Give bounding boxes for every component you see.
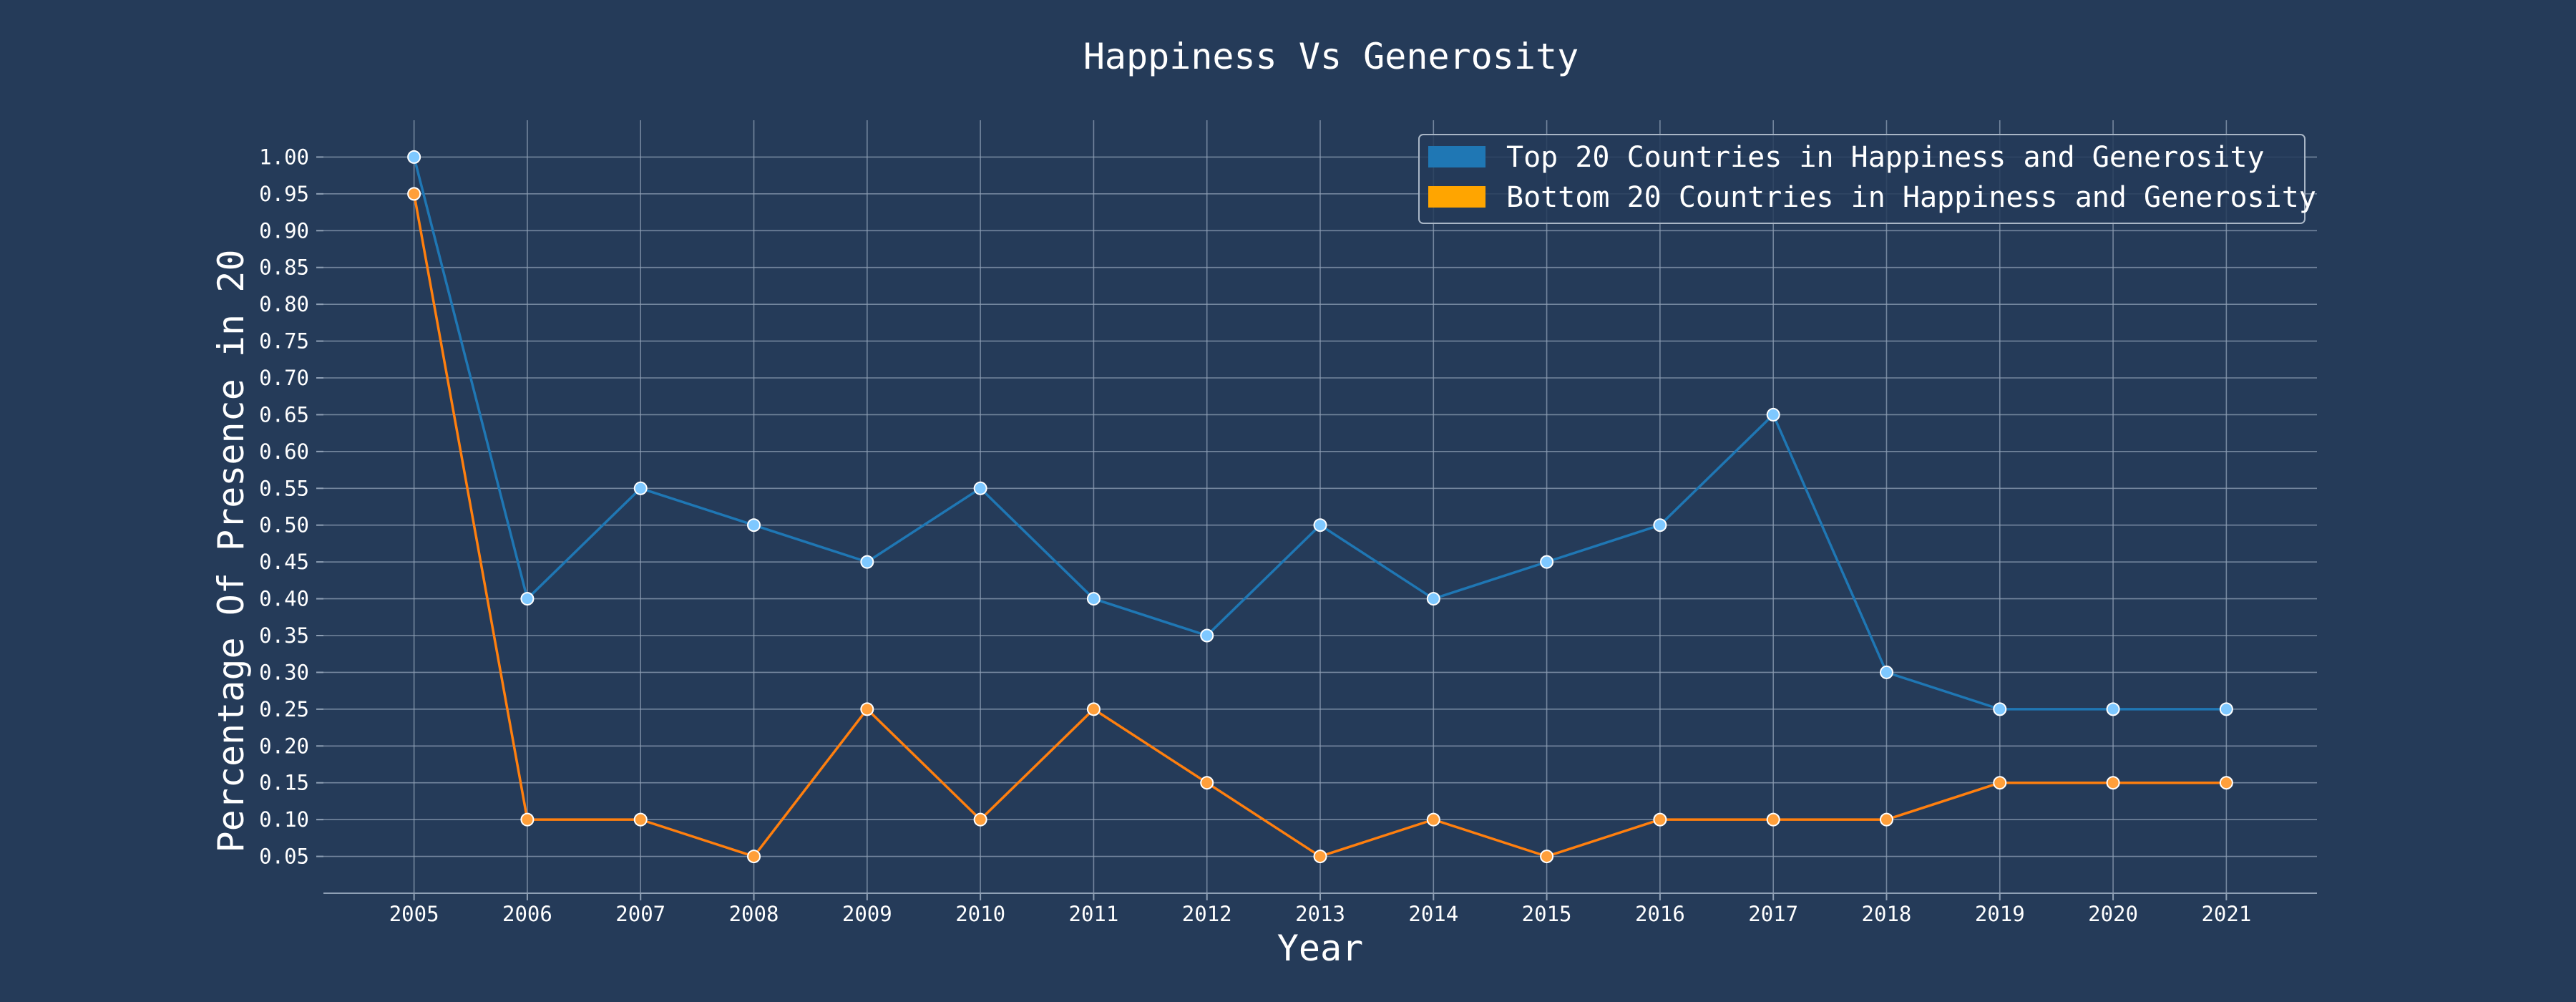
- data-points: [407, 150, 2233, 864]
- x-tick-label: 2007: [615, 902, 665, 926]
- data-point-top-20: [1766, 407, 1780, 422]
- y-tick-label: 0.60: [259, 439, 309, 464]
- data-point-top-20: [973, 481, 987, 495]
- y-tick-label: 0.20: [259, 734, 309, 758]
- y-tick-label: 0.25: [259, 697, 309, 721]
- x-tick-label: 2005: [389, 902, 439, 926]
- legend: Top 20 Countries in Happiness and Genero…: [1418, 134, 2316, 224]
- data-point-bottom-20: [1879, 812, 1893, 827]
- data-point-bottom-20: [747, 850, 761, 864]
- data-point-top-20: [1313, 518, 1327, 532]
- y-tick-label: 0.50: [259, 513, 309, 538]
- x-tick-label: 2010: [955, 902, 1005, 926]
- data-point-top-20: [633, 481, 648, 495]
- data-point-bottom-20: [1200, 776, 1214, 790]
- data-point-top-20: [520, 592, 535, 606]
- y-tick-label: 0.80: [259, 292, 309, 316]
- data-point-bottom-20: [633, 812, 648, 827]
- y-tick-label: 0.10: [259, 807, 309, 832]
- data-point-top-20: [1426, 592, 1440, 606]
- x-axis-label: Year: [1277, 928, 1363, 969]
- y-tick-label: 0.85: [259, 256, 309, 280]
- data-point-bottom-20: [2106, 776, 2120, 790]
- y-tick-label: 0.05: [259, 845, 309, 869]
- chart-title: Happiness Vs Generosity: [1083, 36, 1579, 77]
- data-point-bottom-20: [407, 187, 421, 201]
- data-point-top-20: [407, 150, 421, 164]
- data-point-bottom-20: [1653, 812, 1667, 827]
- data-point-top-20: [1086, 592, 1101, 606]
- data-point-bottom-20: [1993, 776, 2007, 790]
- y-tick-label: 0.45: [259, 550, 309, 574]
- axes: 0.05 0.10 0.15 0.20 0.25 0.30 0.35 0.40 0.45 0.50…: [259, 145, 2317, 926]
- y-tick-label: 0.15: [259, 771, 309, 795]
- legend-swatch-top-20: [1428, 146, 1485, 167]
- x-tick-label: 2016: [1635, 902, 1685, 926]
- x-tick-label: 2011: [1068, 902, 1118, 926]
- y-axis-label: Percentage Of Presence in 20: [210, 250, 252, 853]
- data-point-top-20: [1993, 702, 2007, 716]
- data-point-bottom-20: [1086, 702, 1101, 716]
- x-tick-label: 2019: [1975, 902, 2025, 926]
- data-point-top-20: [2219, 702, 2233, 716]
- data-point-bottom-20: [1313, 850, 1327, 864]
- x-tick-label: 2012: [1182, 902, 1232, 926]
- y-tick-label: 0.30: [259, 660, 309, 684]
- x-tick-label: 2020: [2088, 902, 2138, 926]
- y-tick-label: 0.90: [259, 218, 309, 243]
- x-tick-label: 2017: [1748, 902, 1798, 926]
- x-tick-label: 2006: [502, 902, 552, 926]
- x-tick-label: 2015: [1522, 902, 1572, 926]
- data-point-top-20: [747, 518, 761, 532]
- data-point-top-20: [860, 555, 874, 569]
- data-point-top-20: [1200, 628, 1214, 643]
- y-tick-label: 1.00: [259, 145, 309, 169]
- legend-frame: [1418, 134, 2306, 224]
- y-tick-label: 0.65: [259, 402, 309, 427]
- data-point-bottom-20: [2219, 776, 2233, 790]
- data-point-bottom-20: [1426, 812, 1440, 827]
- data-point-top-20: [1653, 518, 1667, 532]
- x-tick-label: 2009: [842, 902, 892, 926]
- x-tick-label: 2018: [1862, 902, 1912, 926]
- x-tick-label: 2014: [1408, 902, 1458, 926]
- legend-swatch-bottom-20: [1428, 186, 1485, 208]
- data-point-bottom-20: [860, 702, 874, 716]
- data-point-top-20: [1540, 555, 1554, 569]
- data-point-bottom-20: [973, 812, 987, 827]
- data-point-bottom-20: [1766, 812, 1780, 827]
- y-tick-label: 0.75: [259, 329, 309, 354]
- data-point-top-20: [2106, 702, 2120, 716]
- legend-label-bottom-20: Bottom 20 Countries in Happiness and Gen…: [1506, 181, 2316, 214]
- data-point-bottom-20: [520, 812, 535, 827]
- data-point-top-20: [1879, 665, 1893, 679]
- y-tick-label: 0.55: [259, 476, 309, 500]
- x-tick-label: 2013: [1295, 902, 1345, 926]
- y-tick-label: 0.35: [259, 623, 309, 648]
- legend-label-top-20: Top 20 Countries in Happiness and Genero…: [1506, 141, 2265, 174]
- y-tick-label: 0.95: [259, 182, 309, 206]
- y-tick-label: 0.70: [259, 366, 309, 390]
- x-tick-label: 2021: [2201, 902, 2251, 926]
- y-tick-label: 0.40: [259, 587, 309, 611]
- data-point-bottom-20: [1540, 850, 1554, 864]
- grid-lines: [323, 120, 2317, 893]
- x-tick-label: 2008: [729, 902, 779, 926]
